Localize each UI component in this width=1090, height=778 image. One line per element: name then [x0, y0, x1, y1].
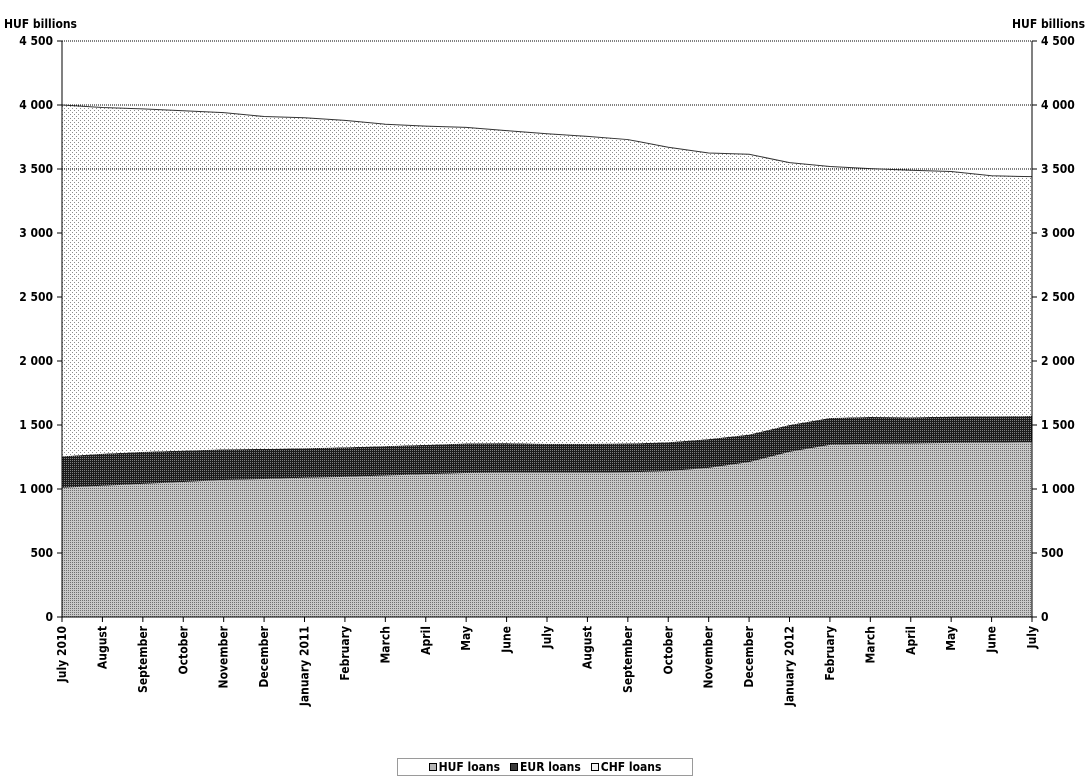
x-tick-label: January 2012	[783, 626, 797, 707]
left-tick-label: 3 000	[19, 226, 53, 240]
x-ticks: July 2010 August September October November D…	[55, 617, 1039, 707]
legend-item-chf: CHF loans	[590, 760, 662, 774]
right-tick-label: 4 500	[1041, 34, 1075, 48]
x-tick-label: December	[257, 625, 271, 687]
x-tick-label: November	[702, 625, 716, 688]
x-tick-label: July	[540, 626, 554, 649]
x-tick-label: May	[459, 626, 473, 651]
x-tick-label: April	[904, 626, 918, 655]
left-tick-label: 4 000	[19, 98, 53, 112]
x-tick-label: February	[338, 626, 352, 681]
x-tick-label: December	[742, 625, 756, 687]
legend-item-eur: EUR loans	[510, 760, 581, 774]
left-tick-label: 0	[45, 610, 53, 624]
x-tick-label: August	[95, 626, 109, 669]
area-layers	[61, 104, 1033, 617]
right-tick-label: 2 000	[1041, 354, 1075, 368]
legend-label-chf: CHF loans	[600, 760, 662, 774]
legend-label-eur: EUR loans	[520, 760, 581, 774]
huf-swatch-icon	[428, 763, 437, 771]
left-tick-label: 1 000	[19, 482, 53, 496]
area-eur-loans	[62, 416, 1032, 488]
right-tick-label: 1 000	[1041, 482, 1075, 496]
right-tick-label: 3 500	[1041, 162, 1075, 176]
eur-swatch-icon	[510, 763, 519, 771]
x-tick-label: November	[217, 625, 231, 688]
x-tick-label: March	[863, 626, 877, 663]
x-tick-label: October	[176, 625, 190, 674]
x-tick-label: September	[136, 625, 150, 693]
reference-lines	[62, 40, 1032, 170]
x-tick-label: May	[944, 626, 958, 651]
right-tick-label: 3 000	[1041, 226, 1075, 240]
legend-item-huf: HUF loans	[428, 760, 501, 774]
x-tick-label: March	[378, 626, 392, 663]
area-huf-loans	[62, 442, 1032, 617]
legend: HUF loans EUR loans CHF loans	[397, 758, 693, 776]
x-tick-label: September	[621, 625, 635, 693]
chf-swatch-icon	[590, 763, 599, 771]
right-tick-label: 4 000	[1041, 98, 1075, 112]
right-tick-label: 1 500	[1041, 418, 1075, 432]
right-axis-title: HUF billions	[1012, 17, 1085, 31]
x-tick-label: July 2010	[55, 626, 69, 683]
x-tick-label: July	[1025, 626, 1039, 649]
left-tick-label: 1 500	[19, 418, 53, 432]
left-tick-label: 2 000	[19, 354, 53, 368]
legend-label-huf: HUF loans	[438, 760, 501, 774]
x-tick-label: April	[419, 626, 433, 655]
left-tick-label: 2 500	[19, 290, 53, 304]
x-tick-label: August	[580, 626, 594, 669]
x-tick-label: January 2011	[298, 626, 312, 707]
right-tick-label: 0	[1041, 610, 1049, 624]
area-chf-loans	[62, 105, 1032, 457]
x-tick-label: June	[500, 626, 514, 654]
right-tick-label: 500	[1041, 546, 1064, 560]
left-tick-label: 500	[30, 546, 53, 560]
right-y-ticks: 0 500 1 000 1 500 2 000 2 500 3 000 3 500 4 000 4…	[1032, 34, 1075, 624]
left-tick-label: 4 500	[19, 34, 53, 48]
x-tick-label: February	[823, 626, 837, 681]
left-y-ticks: 0 500 1 000 1 500 2 000 2 500 3 000 3 500 4 000 4…	[19, 34, 62, 624]
x-tick-label: June	[985, 626, 999, 654]
left-axis-title: HUF billions	[4, 17, 77, 31]
x-tick-label: October	[661, 625, 675, 674]
right-tick-label: 2 500	[1041, 290, 1075, 304]
stacked-area-chart: HUF billions HUF billions 0 500 1 000 1 500…	[4, 17, 1085, 707]
left-tick-label: 3 500	[19, 162, 53, 176]
